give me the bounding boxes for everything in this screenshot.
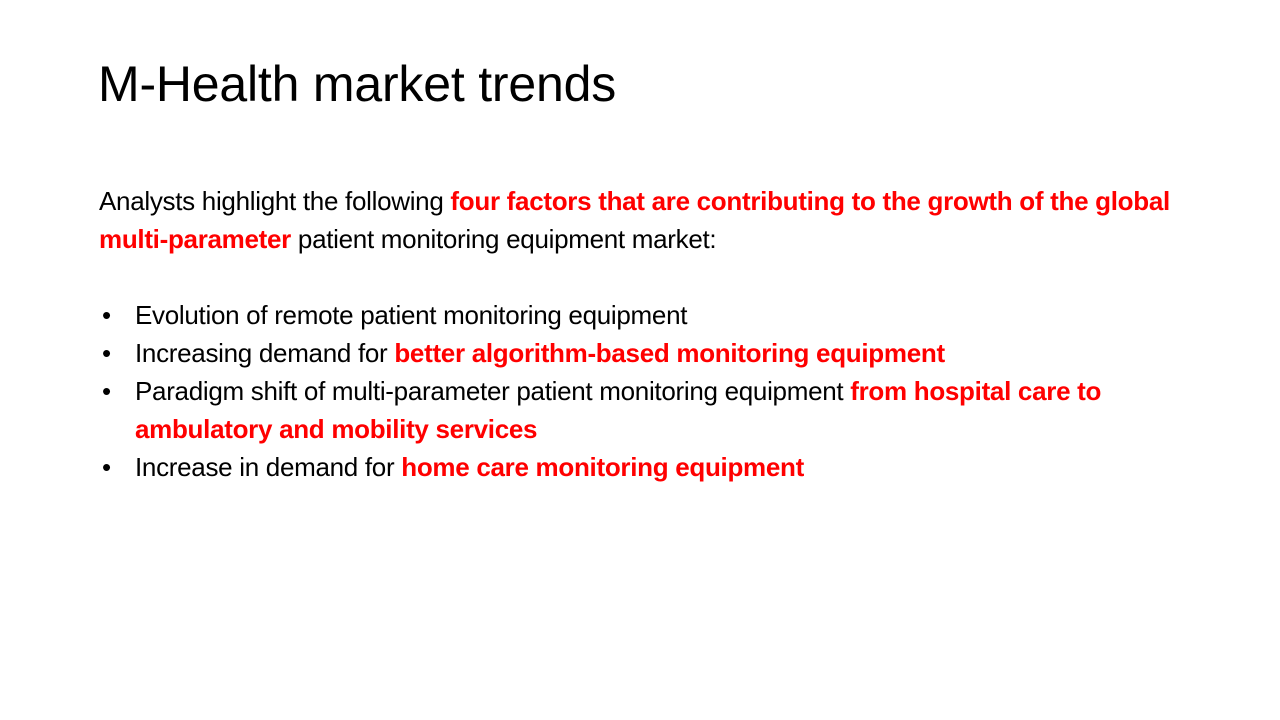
intro-text-1: Analysts highlight the following [99,186,451,216]
bullet-highlight: from hospital care to ambulatory and mob… [135,376,1102,444]
bullet-item-4: • Increase in demand for home care monito… [99,448,1219,486]
bullet-item-3: • Paradigm shift of multi-parameter patie… [99,372,1219,448]
bullet-item-1: • Evolution of remote patient monitoring … [99,296,1219,334]
bullet-dot: • [102,452,111,482]
bullet-dot: • [102,300,111,330]
bullet-text: Increasing demand for [135,338,395,368]
bullet-dot: • [102,376,111,406]
bullet-highlight: better algorithm-based monitoring equipm… [394,338,945,368]
slide-body: Analysts highlight the following four fa… [99,182,1219,486]
intro-text-2: patient monitoring equipment market: [291,224,717,254]
bullet-highlight: home care monitoring equipment [401,452,804,482]
bullet-dot: • [102,338,111,368]
bullet-text: Evolution of remote patient monitoring e… [135,300,688,330]
bullet-text: Increase in demand for [135,452,402,482]
bullet-item-2: • Increasing demand for better algorithm-… [99,334,1219,372]
intro-highlight: four factors that are contributing to th… [99,186,1170,254]
bullet-list: • Evolution of remote patient monitoring … [99,296,1219,486]
bullet-text: Paradigm shift of multi-parameter patien… [135,376,851,406]
intro-paragraph: Analysts highlight the following four fa… [99,182,1219,258]
slide-title: M-Health market trends [98,56,616,112]
